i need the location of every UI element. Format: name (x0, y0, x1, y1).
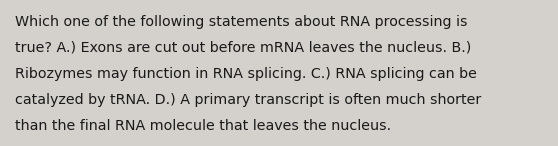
Text: catalyzed by tRNA. D.) A primary transcript is often much shorter: catalyzed by tRNA. D.) A primary transcr… (15, 93, 481, 107)
Text: Ribozymes may function in RNA splicing. C.) RNA splicing can be: Ribozymes may function in RNA splicing. … (15, 67, 477, 81)
Text: true? A.) Exons are cut out before mRNA leaves the nucleus. B.): true? A.) Exons are cut out before mRNA … (15, 41, 471, 55)
Text: than the final RNA molecule that leaves the nucleus.: than the final RNA molecule that leaves … (15, 119, 391, 133)
Text: Which one of the following statements about RNA processing is: Which one of the following statements ab… (15, 15, 467, 29)
